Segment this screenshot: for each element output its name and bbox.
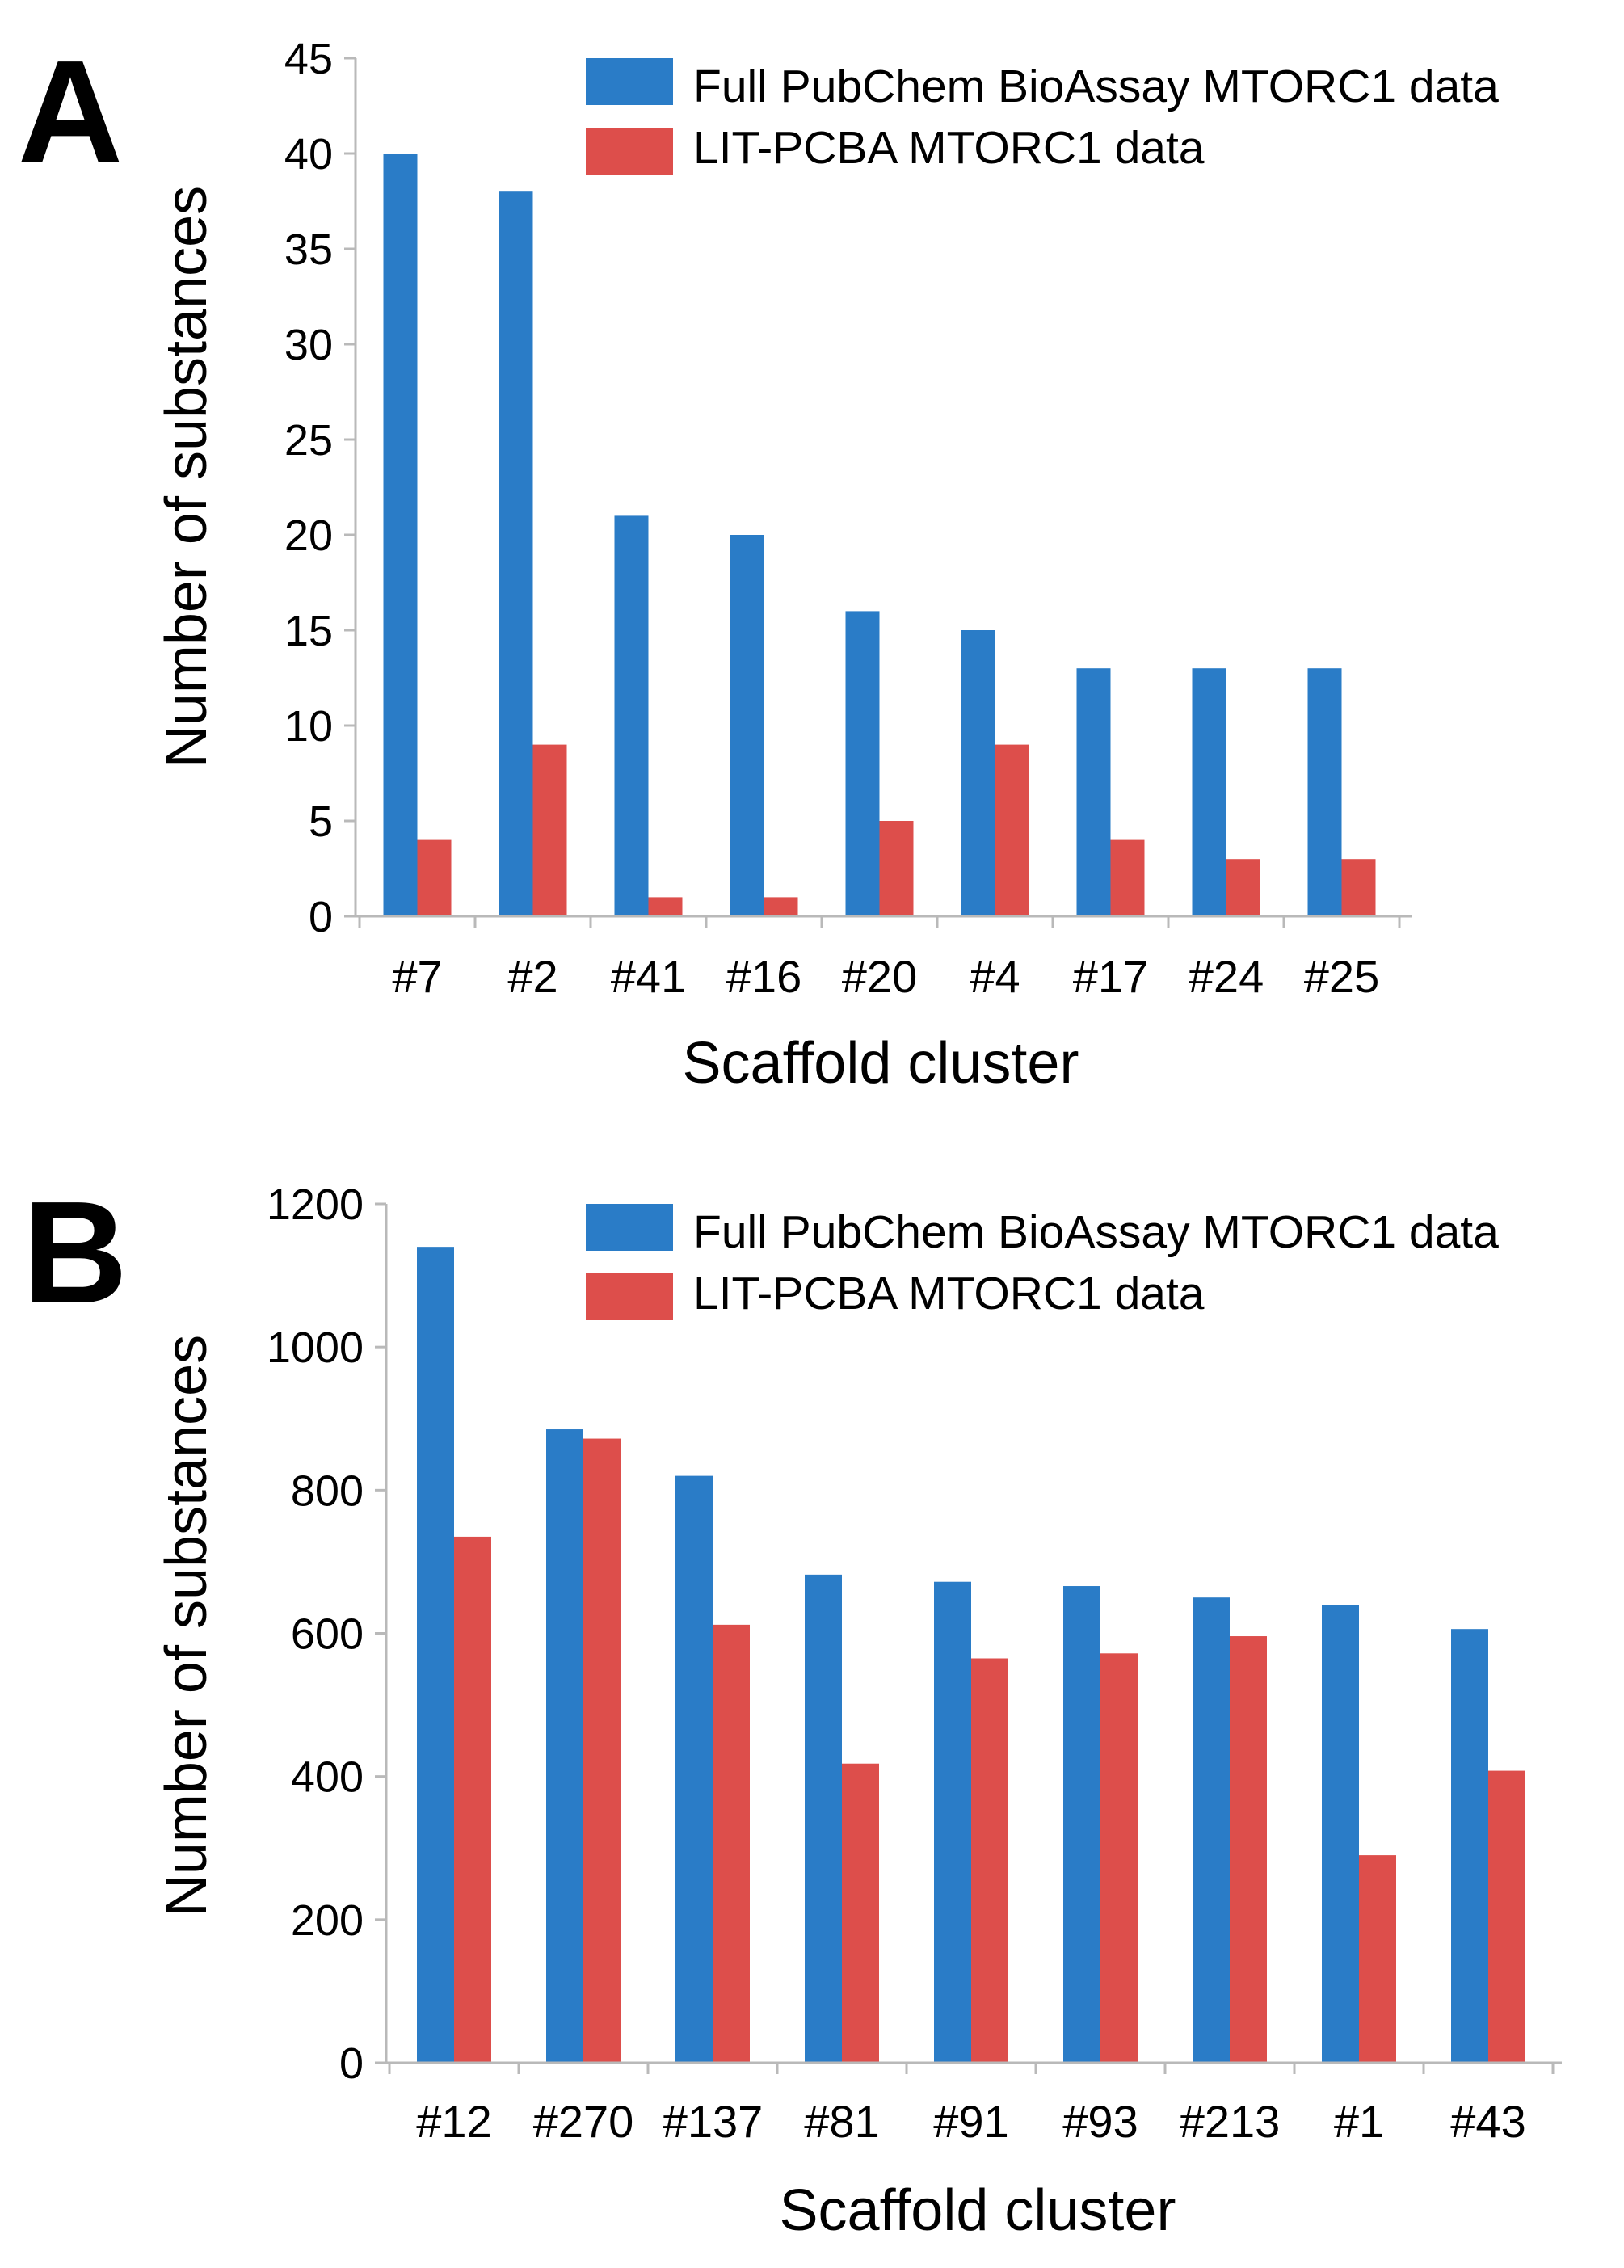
panel-b-x-tick-label: #91 [933,2096,1008,2147]
bar-full-pubchem-81 [805,1574,842,2063]
bar-full-pubchem-7 [383,154,418,916]
panel-b-x-tick-label: #12 [416,2096,491,2147]
panel-b-y-axis-title: Number of substances [154,1335,219,1917]
bar-lit-pcba-12 [454,1536,491,2063]
panel-a-x-tick-labels: #7 #2 #41 #16 #20 #4 #17 #24 #25 [392,951,1379,1002]
bar-lit-pcba-17 [1110,839,1145,916]
panel-a-bars [358,154,1401,928]
panel-a-y-tick-label: 35 [284,225,333,274]
bar-full-pubchem-17 [1076,668,1111,916]
bar-lit-pcba-24 [1226,859,1260,916]
panel-a-y-tick-label: 10 [284,702,333,751]
legend-swatch-full-pubchem [586,1204,673,1251]
panel-b-chart: B Number of substances Scaffold cluster … [23,1172,1562,2243]
bar-lit-pcba-20 [879,821,914,916]
legend-swatch-full-pubchem [586,58,673,105]
panel-a-x-tick-label: #20 [842,951,917,1002]
panel-b-y-tick-label: 1200 [267,1180,364,1229]
panel-b-y-tick-label: 200 [291,1896,364,1945]
bar-full-pubchem-213 [1193,1597,1230,2063]
panel-b-y-tick-label: 800 [291,1466,364,1515]
panel-b-y-tick-label: 0 [339,2039,364,2088]
panel-b-y-tick-label: 400 [291,1753,364,1802]
bar-lit-pcba-2 [532,744,567,916]
panel-a-x-tick-label: #7 [392,951,442,1002]
panel-b-x-axis-title: Scaffold cluster [780,2178,1176,2243]
bar-lit-pcba-25 [1341,859,1376,916]
legend-label-lit-pcba: LIT-PCBA MTORC1 data [693,122,1205,174]
panel-a-y-axis-title: Number of substances [154,186,219,768]
panel-a-x-tick-label: #16 [726,951,801,1002]
bar-lit-pcba-16 [764,897,798,916]
bar-full-pubchem-1 [1322,1605,1359,2063]
bar-lit-pcba-41 [648,897,683,916]
panel-a-y-tick-label: 40 [284,130,333,179]
panel-a-y-tick-label: 15 [284,607,333,655]
bar-full-pubchem-24 [1192,668,1226,916]
bar-full-pubchem-16 [730,535,764,916]
bar-full-pubchem-93 [1063,1586,1100,2063]
panel-b-legend: Full PubChem BioAssay MTORC1 data LIT-PC… [586,1204,1499,1320]
bar-lit-pcba-4 [995,744,1029,916]
bar-full-pubchem-137 [675,1475,713,2063]
bar-full-pubchem-41 [614,515,649,916]
legend-label-lit-pcba: LIT-PCBA MTORC1 data [693,1268,1205,1319]
panel-b-x-tick-label: #137 [663,2096,764,2147]
bar-lit-pcba-7 [417,839,452,916]
panel-letter-a: A [18,31,123,193]
bar-full-pubchem-4 [961,630,995,916]
bar-lit-pcba-137 [713,1624,750,2063]
panel-a-x-tick-label: #41 [611,951,686,1002]
panel-a-x-axis-title: Scaffold cluster [683,1031,1079,1096]
panel-b-x-tick-label: #270 [533,2096,634,2147]
panel-b-x-tick-label: #43 [1450,2096,1525,2147]
bar-full-pubchem-20 [845,611,880,916]
bar-lit-pcba-43 [1488,1770,1525,2063]
panel-b-x-tick-labels: #12 #270 #137 #81 #91 #93 #213 #1 #43 [416,2096,1525,2147]
bar-lit-pcba-213 [1230,1636,1267,2063]
panel-a-x-tick-label: #25 [1304,951,1379,1002]
panel-b-y-ticks: 0 200 400 600 800 1000 1200 [267,1180,386,2088]
legend-swatch-lit-pcba [586,1273,673,1320]
panel-a-y-tick-label: 25 [284,416,333,465]
legend-label-full-pubchem: Full PubChem BioAssay MTORC1 data [693,61,1499,112]
panel-a-x-tick-label: #24 [1189,951,1264,1002]
panel-a-legend: Full PubChem BioAssay MTORC1 data LIT-PC… [586,58,1499,175]
bar-lit-pcba-1 [1359,1855,1396,2063]
bar-full-pubchem-12 [417,1247,454,2063]
bar-full-pubchem-270 [546,1429,583,2063]
panel-b-x-tick-label: #213 [1180,2096,1281,2147]
legend-label-full-pubchem: Full PubChem BioAssay MTORC1 data [693,1206,1499,1258]
panel-a-y-tick-label: 5 [309,797,333,846]
panel-a-y-tick-label: 30 [284,321,333,369]
panel-a-y-tick-label: 0 [309,893,333,941]
panel-a-y-tick-label: 20 [284,511,333,560]
bar-full-pubchem-91 [934,1581,971,2063]
bar-lit-pcba-270 [583,1438,621,2063]
panel-b-x-tick-label: #93 [1062,2096,1138,2147]
panel-b-bars [388,1247,1555,2074]
bar-full-pubchem-43 [1451,1629,1488,2063]
panel-a-y-tick-label: 45 [284,35,333,83]
bar-lit-pcba-91 [971,1658,1008,2063]
panel-b-y-tick-label: 600 [291,1610,364,1659]
bar-lit-pcba-93 [1100,1653,1138,2063]
panel-a-chart: A Number of substances Scaffold cluster … [18,31,1499,1096]
panel-a-x-tick-label: #2 [507,951,557,1002]
bar-full-pubchem-2 [499,191,533,916]
panel-a-y-ticks: 0 5 10 15 20 25 30 35 40 45 [284,35,356,941]
legend-swatch-lit-pcba [586,128,673,175]
panel-a-x-tick-label: #4 [970,951,1020,1002]
bar-lit-pcba-81 [842,1763,879,2063]
panel-letter-b: B [23,1172,128,1334]
bar-full-pubchem-25 [1307,668,1342,916]
panel-b-x-tick-label: #1 [1334,2096,1384,2147]
panel-b-y-tick-label: 1000 [267,1323,364,1372]
panel-b-x-tick-label: #81 [804,2096,879,2147]
panel-a-x-tick-label: #17 [1073,951,1148,1002]
